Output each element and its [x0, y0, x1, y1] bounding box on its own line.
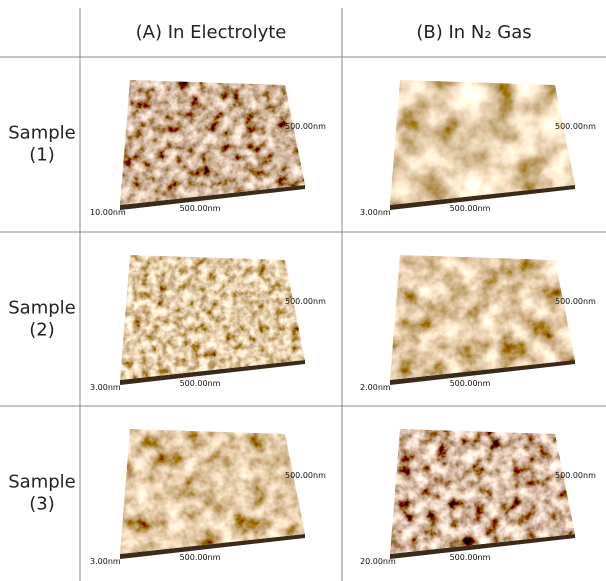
x-scale-label: 500.00nm — [450, 379, 491, 388]
y-scale-label: 500.00nm — [555, 122, 596, 131]
afm-surface — [390, 429, 575, 554]
afm-surface — [120, 80, 305, 205]
z-scale-label: 3.00nm — [90, 557, 121, 566]
surface-edge — [120, 534, 305, 559]
afm-surface — [390, 255, 575, 380]
z-scale-label: 3.00nm — [360, 208, 391, 217]
y-scale-label: 500.00nm — [285, 471, 326, 480]
row-label: Sample — [8, 472, 76, 493]
row-label: (1) — [29, 145, 55, 166]
y-scale-label: 500.00nm — [555, 297, 596, 306]
surface-edge — [390, 534, 575, 559]
x-scale-label: 500.00nm — [450, 204, 491, 213]
row-label: Sample — [8, 123, 76, 144]
x-scale-label: 500.00nm — [180, 204, 221, 213]
afm-surface — [120, 255, 305, 380]
x-scale-label: 500.00nm — [450, 553, 491, 562]
surface-edge — [120, 185, 305, 210]
x-scale-label: 500.00nm — [180, 379, 221, 388]
afm-surface — [390, 80, 575, 205]
row-label: (2) — [29, 320, 55, 341]
surface-edge — [390, 360, 575, 385]
row-label: (3) — [29, 494, 55, 515]
afm-surface — [120, 429, 305, 554]
column-header: (B) In N₂ Gas — [416, 22, 531, 43]
row-label: Sample — [8, 298, 76, 319]
y-scale-label: 500.00nm — [285, 122, 326, 131]
column-header: (A) In Electrolyte — [136, 22, 287, 43]
z-scale-label: 3.00nm — [90, 383, 121, 392]
y-scale-label: 500.00nm — [555, 471, 596, 480]
z-scale-label: 2.00nm — [360, 383, 391, 392]
surface-edge — [390, 185, 575, 210]
surface-edge — [120, 360, 305, 385]
z-scale-label: 10.00nm — [90, 208, 126, 217]
z-scale-label: 20.00nm — [360, 557, 396, 566]
x-scale-label: 500.00nm — [180, 553, 221, 562]
y-scale-label: 500.00nm — [285, 297, 326, 306]
